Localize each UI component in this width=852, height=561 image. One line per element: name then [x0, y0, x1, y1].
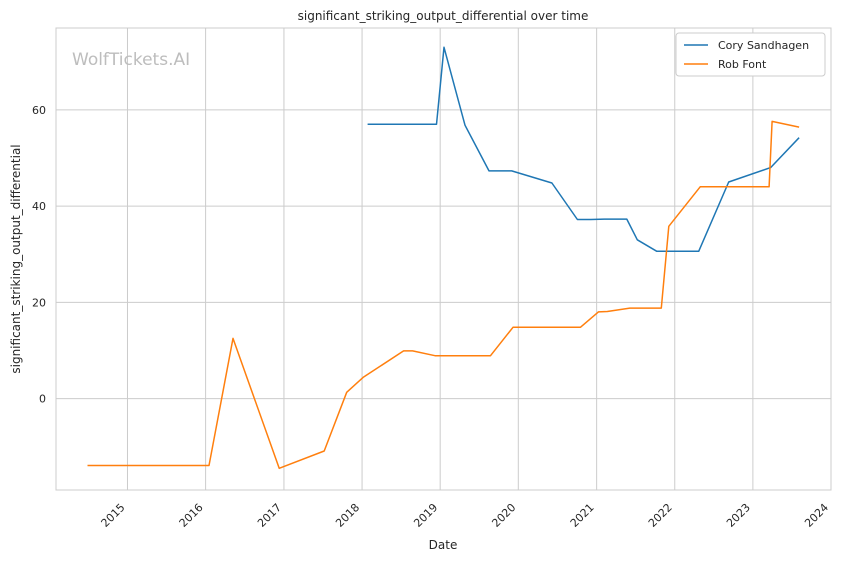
x-tick-label: 2022 [646, 501, 675, 530]
legend-label-cory-sandhagen: Cory Sandhagen [718, 39, 809, 52]
x-tick-label: 2017 [255, 501, 284, 530]
x-tick-label: 2024 [802, 501, 831, 530]
x-tick-label: 2020 [489, 501, 518, 530]
chart-title: significant_striking_output_differential… [298, 9, 589, 23]
x-tick-label: 2021 [568, 501, 597, 530]
x-tick-label: 2018 [333, 501, 362, 530]
x-tick-label: 2023 [724, 501, 753, 530]
y-tick-label: 0 [39, 393, 46, 406]
series-line-rob-font [87, 120, 800, 470]
y-tick-label: 60 [32, 104, 46, 117]
y-axis-title: significant_striking_output_differential [9, 144, 23, 373]
x-tick-labels: 2015 2016 2017 2018 2019 2020 2021 2022 2023 2024 [99, 501, 832, 530]
x-axis-title: Date [429, 538, 458, 552]
legend-box [675, 32, 826, 77]
grid [56, 28, 832, 490]
x-tick-label: 2016 [177, 501, 206, 530]
series-lines [87, 46, 800, 470]
series-line-cory-sandhagen [367, 46, 800, 253]
y-tick-labels: 0 20 40 60 [32, 104, 46, 406]
watermark: WolfTickets.AI [72, 50, 190, 70]
legend-label-rob-font: Rob Font [718, 58, 767, 71]
plot-area [55, 27, 832, 491]
y-tick-label: 40 [32, 200, 46, 213]
x-tick-label: 2015 [99, 501, 128, 530]
legend: Cory Sandhagen Rob Font [675, 32, 826, 77]
y-tick-label: 20 [32, 296, 46, 309]
x-tick-label: 2019 [411, 501, 440, 530]
